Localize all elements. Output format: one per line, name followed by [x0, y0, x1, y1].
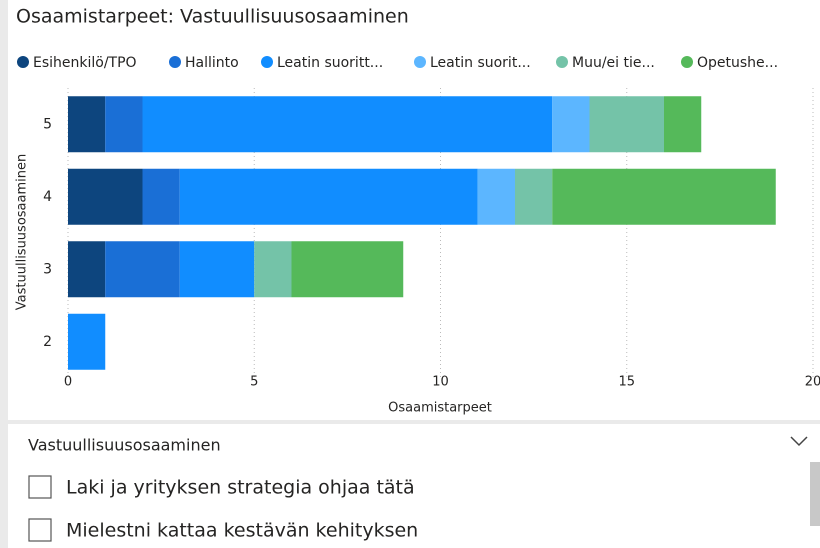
slicer-title: Vastuullisuusosaaminen [28, 436, 221, 455]
bar-segment [552, 168, 776, 225]
x-tick-label: 15 [618, 375, 635, 390]
y-tick-label: 4 [43, 189, 52, 205]
bar-segment [179, 241, 255, 298]
x-axis-label: Osaamistarpeet [388, 401, 492, 416]
scrollbar[interactable] [810, 462, 820, 526]
y-tick-label: 3 [43, 261, 52, 277]
legend-marker [556, 56, 568, 68]
legend-label: Hallinto [185, 55, 239, 71]
bar-segment [291, 241, 404, 298]
bar-segment [552, 96, 590, 153]
slicer-card [8, 424, 820, 548]
y-axis-label: Vastuullisuusosaaminen [15, 154, 30, 310]
legend-label: Muu/ei tie... [572, 55, 655, 71]
bar-segment [179, 168, 478, 225]
checkbox[interactable] [28, 475, 52, 499]
bar-segment [105, 241, 180, 298]
collapse-chevron[interactable] [790, 436, 808, 447]
legend-marker [169, 56, 181, 68]
bar-segment [477, 168, 515, 225]
checkbox[interactable] [28, 518, 52, 542]
bar-segment [254, 241, 292, 298]
bar-segment [68, 168, 143, 225]
legend-marker [414, 56, 426, 68]
legend-label: Leatin suoritt... [277, 55, 383, 71]
x-tick-label: 10 [432, 375, 449, 390]
slicer-item[interactable]: Mielestni kattaa kestävän kehityksen [66, 520, 418, 542]
slicer-item[interactable]: Laki ja yrityksen strategia ohjaa tätä [66, 477, 415, 499]
bar-segment [105, 96, 143, 153]
chart-title: Osaamistarpeet: Vastuullisuusosaaminen [16, 6, 409, 28]
bar-segment [515, 168, 553, 225]
legend-marker [261, 56, 273, 68]
bar-segment [664, 96, 702, 153]
bar-segment [142, 96, 553, 153]
bar-segment [68, 96, 106, 153]
bar-segment [68, 241, 106, 298]
legend-marker [17, 56, 29, 68]
y-tick-label: 5 [43, 116, 52, 132]
legend-label: Opetushe... [697, 55, 778, 71]
x-tick-label: 20 [805, 375, 820, 390]
x-tick-label: 0 [64, 375, 72, 390]
bar-segment [589, 96, 664, 153]
legend-marker [681, 56, 693, 68]
bar-segment [68, 313, 106, 370]
x-tick-label: 5 [250, 375, 258, 390]
legend-label: Leatin suorit... [430, 55, 531, 71]
y-tick-label: 2 [43, 334, 52, 350]
bar-segment [142, 168, 180, 225]
legend-label: Esihenkilö/TPO [33, 55, 137, 71]
